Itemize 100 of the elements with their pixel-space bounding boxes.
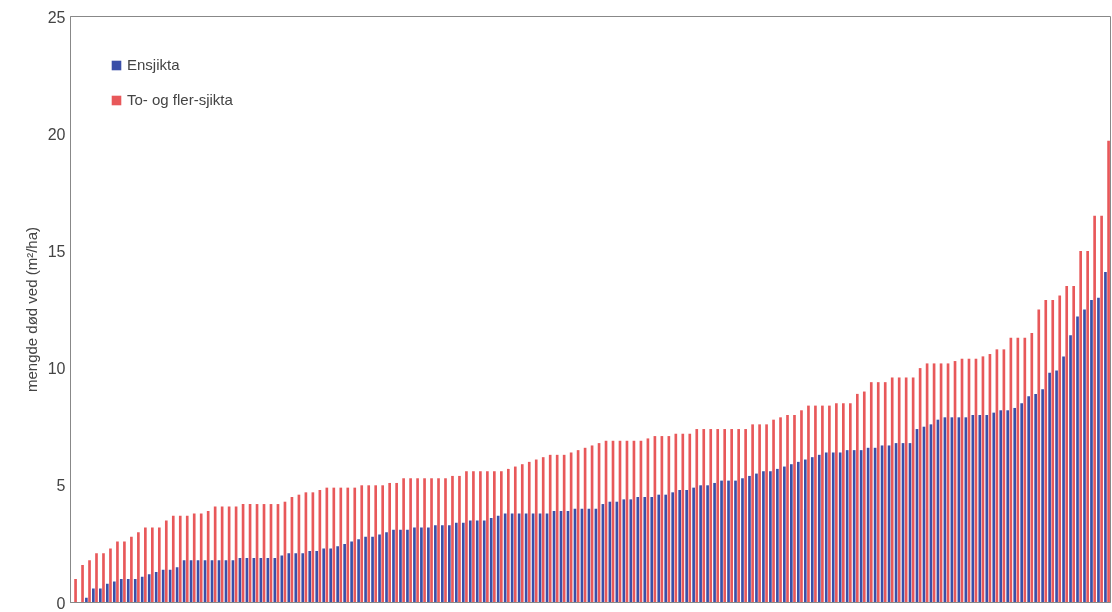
bar [430, 478, 433, 603]
bar [776, 468, 779, 603]
bar [448, 525, 451, 603]
bar [786, 414, 789, 603]
bar [157, 527, 161, 603]
bar [1093, 215, 1096, 603]
bar [475, 520, 479, 603]
bar [294, 553, 298, 603]
bar [371, 536, 374, 603]
bar [385, 532, 388, 603]
bar [748, 475, 751, 603]
bar [848, 403, 852, 603]
bar [147, 574, 151, 603]
bar [769, 471, 772, 603]
bar [392, 529, 395, 603]
bar [1104, 272, 1107, 603]
y-tick-label: 25 [47, 8, 66, 26]
bar [845, 450, 849, 603]
bar [315, 550, 319, 603]
bar [807, 405, 810, 603]
bar [664, 494, 668, 603]
bar [1020, 403, 1024, 603]
bar [842, 403, 845, 603]
bar [629, 499, 633, 603]
bar [133, 579, 137, 603]
y-tick-label: 20 [47, 125, 66, 143]
bar [783, 466, 786, 603]
bar [399, 529, 402, 603]
bar [548, 454, 552, 603]
bar [402, 478, 405, 603]
bar [423, 478, 426, 603]
y-tick-label: 15 [47, 242, 66, 260]
bar [185, 515, 189, 603]
bar [178, 515, 182, 603]
bar [92, 588, 95, 603]
bar [378, 534, 381, 603]
bar [109, 548, 112, 603]
bar [308, 550, 312, 603]
bar [681, 433, 685, 603]
bar [1090, 300, 1093, 603]
bar [434, 525, 437, 603]
bar [332, 487, 336, 603]
bar [301, 553, 305, 603]
bar [416, 478, 419, 603]
bar [427, 527, 430, 603]
bar [364, 536, 367, 603]
bar [1055, 370, 1058, 603]
bar [482, 520, 486, 603]
bar [357, 539, 360, 603]
bar [1083, 309, 1086, 603]
bar [1065, 286, 1069, 603]
bar [685, 489, 688, 603]
bar [730, 429, 733, 603]
bar [1069, 335, 1072, 603]
bar [1044, 300, 1048, 603]
bar [709, 429, 713, 603]
bar [702, 429, 706, 603]
bar [814, 405, 817, 603]
bar [441, 525, 444, 603]
bar [461, 522, 465, 603]
bar [472, 471, 475, 603]
bar [437, 478, 440, 603]
bar [1100, 215, 1103, 603]
bar [692, 487, 695, 603]
bar [688, 433, 692, 603]
bar [395, 482, 398, 603]
bar [322, 548, 326, 603]
bar [622, 499, 626, 603]
bar [343, 543, 346, 603]
bar [716, 429, 720, 603]
bar [1037, 309, 1041, 603]
bar [280, 555, 284, 603]
bar [1048, 372, 1051, 603]
bar [790, 464, 793, 603]
bar [643, 497, 647, 603]
bar [413, 527, 416, 603]
bar [520, 464, 524, 603]
bar [671, 492, 675, 603]
bar [112, 581, 116, 603]
bar [206, 511, 210, 603]
bar [828, 405, 831, 603]
bar [85, 597, 88, 603]
bar [971, 414, 975, 603]
bar [154, 572, 158, 603]
bar [831, 452, 835, 603]
bar [862, 391, 866, 603]
bar [869, 382, 873, 603]
bar [164, 520, 168, 603]
bar [650, 497, 654, 603]
bar [1023, 337, 1027, 603]
bar [458, 475, 461, 603]
bar [1013, 407, 1017, 603]
bar [353, 487, 357, 603]
bar [762, 471, 765, 603]
bar [506, 468, 510, 603]
bar [751, 424, 754, 603]
legend-label: To- og fler-sjikta [127, 91, 233, 108]
bar [88, 560, 91, 603]
bar [1076, 316, 1079, 603]
bar [287, 553, 291, 603]
